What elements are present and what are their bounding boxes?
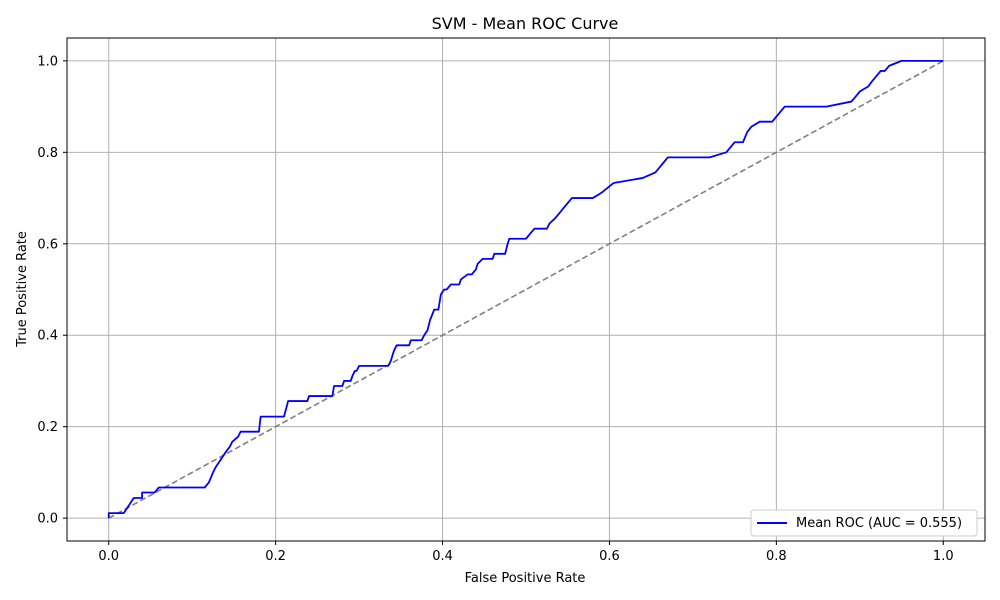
chance-diagonal-line — [108, 60, 944, 519]
y-tick-label: 0.6 — [37, 237, 58, 252]
chart-title: SVM - Mean ROC Curve — [432, 14, 619, 33]
x-tick-label: 0.2 — [265, 549, 286, 564]
mean-roc-line — [107, 59, 944, 519]
x-tick-label: 0.4 — [432, 549, 453, 564]
y-tick-label: 0.2 — [37, 420, 58, 435]
y-tick-label: 0.0 — [37, 512, 58, 527]
legend-box — [750, 509, 978, 537]
x-tick-label: 0.8 — [766, 549, 787, 564]
y-tick-label: 0.4 — [37, 329, 58, 344]
plot-frame — [66, 37, 986, 542]
y-axis-label: True Positive Rate — [15, 231, 30, 348]
y-tick-label: 0.8 — [37, 146, 58, 161]
x-tick-label: 0.6 — [599, 549, 620, 564]
x-axis-label: False Positive Rate — [465, 571, 586, 586]
legend-label: Mean ROC (AUC = 0.555) — [796, 516, 962, 531]
y-tick-label: 1.0 — [37, 54, 58, 69]
series-layer — [107, 59, 944, 519]
x-tick-label: 0.0 — [98, 549, 119, 564]
ticks: 0.0 0.2 0.4 0.6 0.8 1.0 0.0 0.2 0.4 0.6 0.8 1.0 — [37, 54, 953, 564]
x-tick-label: 1.0 — [933, 549, 954, 564]
legend: Mean ROC (AUC = 0.555) — [750, 509, 978, 537]
